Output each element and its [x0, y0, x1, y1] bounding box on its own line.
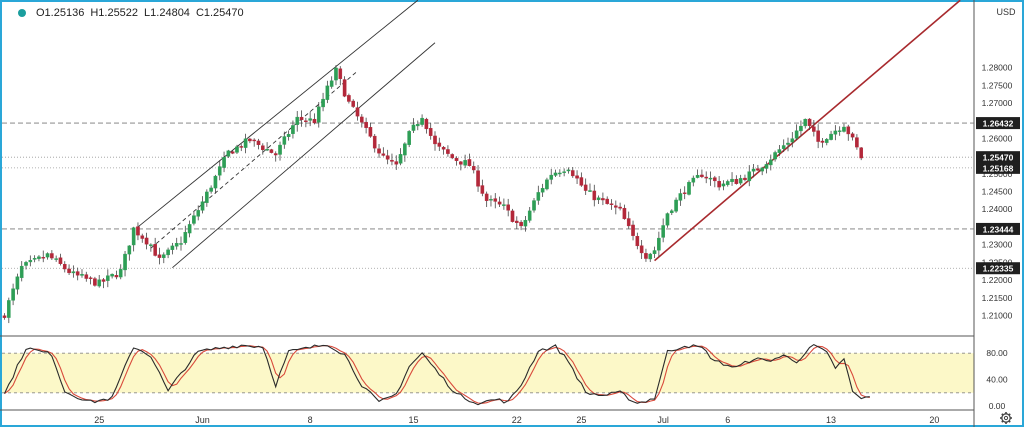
high-value: H1.25522 — [90, 7, 139, 19]
symbol-status-icon — [18, 9, 26, 17]
ohlc-legend: O1.25136 H1.25522 L1.24804 C1.25470 — [18, 6, 250, 20]
close-value: C1.25470 — [195, 7, 244, 19]
open-value: O1.25136 — [36, 7, 85, 19]
low-value: L1.24804 — [144, 7, 190, 19]
